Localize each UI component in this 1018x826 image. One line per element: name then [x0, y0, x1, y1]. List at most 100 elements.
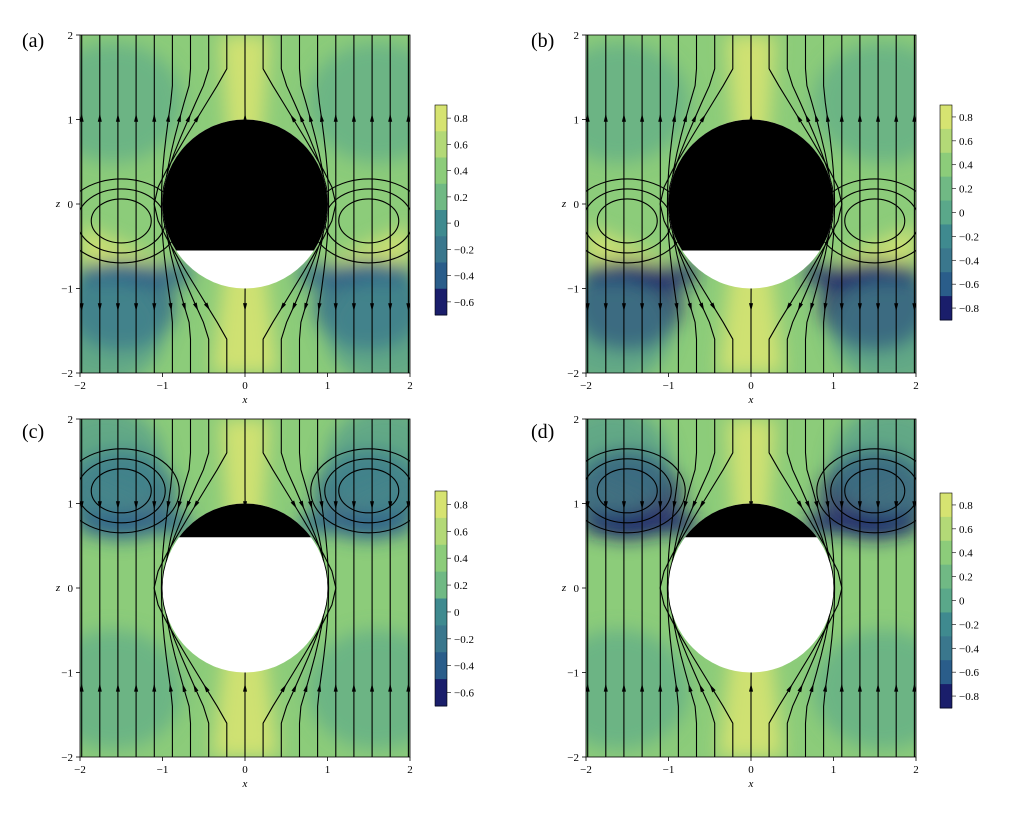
y-tick-label: 0: [68, 583, 74, 595]
x-axis-label: x: [748, 778, 754, 790]
colorbar: 0.8 0.6 0.4 0.2 0 −0.2 −0.4 −0.6: [434, 104, 474, 316]
colorbar-tick-label: 0: [454, 218, 460, 230]
y-tick-label: −2: [567, 752, 579, 764]
panel-label: (a): [22, 30, 45, 52]
y-tick-label: 2: [68, 30, 74, 42]
x-tick-label: 1: [325, 764, 331, 776]
y-tick-label: −2: [567, 368, 579, 380]
panel-label: (c): [22, 421, 45, 443]
panel-plot: −2−2 −1 −1 0 0 1 1 2 2 x z 0.8 0.6 0.4 0.2 0 −0.2 −0.4 −0.…: [561, 30, 980, 406]
panel-d: (d) −2 −2 −1 −1 0 0 1 1 2 2 x z 0.8 0.6 0.4 0.2 0 −0.2 −0.4…: [509, 413, 1018, 826]
colorbar-tick-label: 0.4: [959, 160, 973, 172]
colorbar-tick-label: 0: [454, 607, 460, 619]
colorbar-tick-label: 0.8: [959, 500, 973, 512]
colorbar-tick-label: −0.8: [959, 303, 979, 315]
x-axis-label: x: [748, 394, 754, 406]
x-tick-label: 1: [831, 380, 837, 392]
colorbar-tick-label: −0.4: [454, 661, 474, 673]
colorbar-tick-label: 0.4: [454, 166, 468, 178]
y-tick-label: −1: [61, 668, 73, 680]
y-tick-label: 0: [574, 583, 580, 595]
colorbar-tick-label: 0.6: [454, 526, 468, 538]
x-tick-label: −2: [74, 380, 86, 392]
y-tick-label: −1: [61, 284, 73, 296]
x-tick-label: 2: [407, 380, 413, 392]
x-tick-label: 2: [913, 380, 919, 392]
y-tick-label: 1: [574, 499, 580, 511]
colorbar-tick-label: 0.8: [454, 499, 468, 511]
sphere: [162, 503, 328, 673]
body-region: [668, 119, 834, 251]
panel-plot: −2−2 −1 −1 0 0 1 1 2 2 x z 0.8 0.6 0.4 0.2 0 −0.2 −0.4 −0.…: [55, 30, 475, 406]
x-axis-label: x: [242, 394, 248, 406]
colorbar-tick-label: 0.4: [959, 548, 973, 560]
colorbar-tick-label: −0.4: [959, 643, 979, 655]
contour-field: [586, 35, 916, 373]
x-tick-label: 2: [913, 764, 919, 776]
y-tick-label: 1: [574, 115, 580, 127]
colorbar: 0.8 0.6 0.4 0.2 0 −0.2 −0.4 −0.6 −0.8: [939, 492, 979, 709]
y-tick-label: 1: [68, 499, 74, 511]
colorbar-tick-label: −0.6: [454, 297, 474, 309]
x-tick-label: 0: [242, 764, 248, 776]
panel-b: (b) −2 −2 −1 −1 0 0 1 1 2 2 x z 0.8 0.6 0.4 0.2 0 −0.2 −0.4…: [509, 0, 1018, 413]
panel-label: (d): [531, 421, 555, 443]
panel-a: (a) −2 −2 −1 −1 0 0 1 1 2 2 x z 0.8 0.6 0.4 0.2 0 −0.2 −0.4…: [0, 0, 509, 413]
y-tick-label: 1: [68, 115, 74, 127]
colorbar-tick-label: 0.2: [454, 192, 468, 204]
body-region: [179, 503, 311, 538]
y-tick-label: 0: [574, 199, 580, 211]
y-tick-label: 2: [574, 30, 580, 42]
colorbar-tick-label: 0: [959, 596, 965, 608]
y-tick-label: 2: [68, 414, 74, 426]
colorbar-tick-label: 0.2: [959, 572, 973, 584]
sphere: [668, 503, 834, 673]
x-tick-label: −2: [580, 764, 592, 776]
x-tick-label: 2: [407, 764, 413, 776]
y-tick-label: −2: [61, 368, 73, 380]
colorbar-tick-label: −0.2: [959, 619, 979, 631]
x-axis-label: x: [242, 778, 248, 790]
panel-c: (c) −2 −2 −1 −1 0 0 1 1 2 2 x z 0.8 0.6 0.4 0.2 0 −0.2 −0.4…: [0, 413, 509, 826]
streamlines: [80, 419, 410, 757]
body-region: [685, 503, 817, 538]
colorbar-tick-label: 0.8: [454, 113, 468, 125]
x-tick-label: 1: [831, 764, 837, 776]
x-tick-label: −1: [157, 764, 169, 776]
panel-plot: −2−2 −1 −1 0 0 1 1 2 2 x z 0.8 0.6 0.4 0.2 0 −0.2 −0.4 −0.…: [55, 414, 475, 790]
y-axis-label: z: [561, 198, 567, 210]
colorbar-tick-label: −0.6: [454, 688, 474, 700]
x-tick-label: 1: [325, 380, 331, 392]
colorbar-tick-label: 0.2: [959, 184, 973, 196]
colorbar-tick-label: −0.2: [959, 231, 979, 243]
panel-plot: −2−2 −1 −1 0 0 1 1 2 2 x z 0.8 0.6 0.4 0.2 0 −0.2 −0.4 −0.…: [561, 414, 980, 790]
x-tick-label: 0: [748, 764, 754, 776]
y-tick-label: −1: [567, 668, 579, 680]
colorbar-tick-label: 0.2: [454, 580, 468, 592]
colorbar-tick-label: −0.8: [959, 691, 979, 703]
colorbar-tick-label: 0.6: [959, 524, 973, 536]
contour-field: [80, 419, 410, 757]
x-tick-label: 0: [242, 380, 248, 392]
x-tick-label: −1: [663, 764, 675, 776]
colorbar-tick-label: 0.4: [454, 553, 468, 565]
colorbar-tick-label: −0.6: [959, 667, 979, 679]
x-tick-label: −1: [663, 380, 675, 392]
y-axis-label: z: [561, 582, 567, 594]
colorbar-tick-label: 0.6: [959, 136, 973, 148]
colorbar-tick-label: −0.2: [454, 244, 474, 256]
x-tick-label: −1: [157, 380, 169, 392]
streamlines: [80, 35, 410, 373]
x-tick-label: −2: [74, 764, 86, 776]
colorbar-tick-label: 0.8: [959, 112, 973, 124]
y-axis-label: z: [55, 582, 61, 594]
colorbar: 0.8 0.6 0.4 0.2 0 −0.2 −0.4 −0.6: [434, 490, 474, 707]
colorbar-tick-label: −0.2: [454, 634, 474, 646]
y-tick-label: 2: [574, 414, 580, 426]
colorbar-tick-label: 0: [959, 208, 965, 220]
contour-field: [80, 35, 410, 373]
y-tick-label: 0: [68, 199, 74, 211]
x-tick-label: −2: [580, 380, 592, 392]
y-tick-label: −1: [567, 284, 579, 296]
colorbar-tick-label: −0.4: [454, 271, 474, 283]
